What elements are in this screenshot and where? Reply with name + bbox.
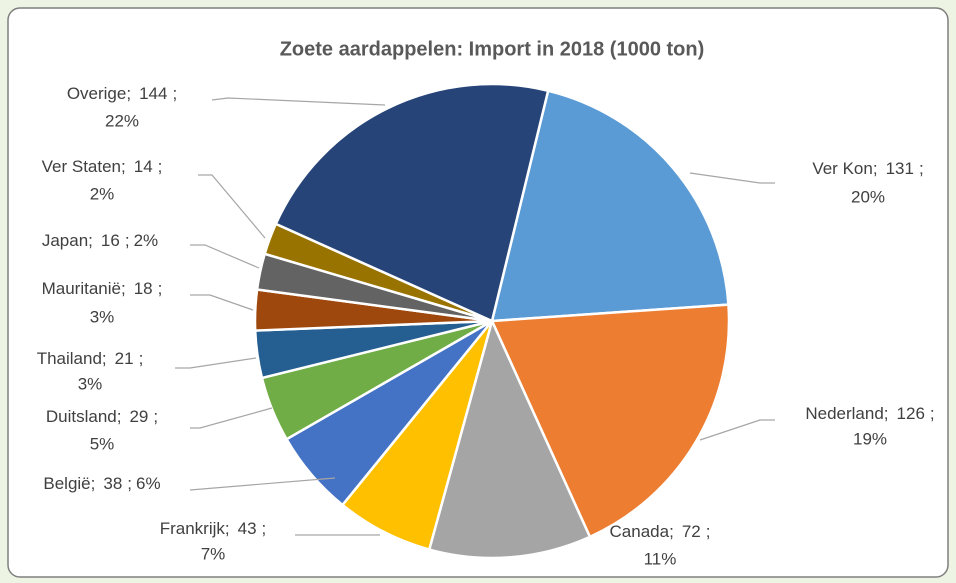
label-value: 29	[129, 407, 148, 426]
label-category: Mauritanië	[42, 279, 121, 298]
leader-line	[211, 97, 386, 106]
pie-slice	[490, 303, 731, 539]
label-separator: ;	[127, 474, 132, 493]
chart-title: Zoete aardappelen: Import in 2018 (1000 …	[280, 38, 705, 60]
label-category: Ver Staten	[42, 157, 121, 176]
label-percent: 6%	[136, 474, 161, 493]
leader-line	[198, 174, 266, 239]
data-label-percent: 19%	[853, 429, 887, 448]
data-label-percent: 3%	[90, 307, 115, 326]
data-label: Frankrijk; 43;	[160, 519, 267, 538]
label-separator: ;	[117, 407, 122, 426]
label-separator: ;	[121, 279, 126, 298]
data-label: Canada; 72;	[610, 522, 711, 541]
label-separator: ;	[158, 279, 163, 298]
data-label-percent: 20%	[851, 187, 885, 206]
label-separator: ;	[172, 84, 177, 103]
label-percent: 2%	[134, 231, 159, 250]
leader-line	[190, 407, 273, 429]
label-separator: ;	[669, 522, 674, 541]
label-separator: ;	[91, 474, 96, 493]
label-value: 72	[682, 522, 701, 541]
label-category: Canada	[610, 522, 670, 541]
label-separator: ;	[153, 407, 158, 426]
label-category: Thailand	[37, 349, 102, 368]
data-label: Nederland; 126;	[805, 404, 934, 423]
data-label-percent: 7%	[201, 544, 226, 563]
label-value: 38	[103, 474, 122, 493]
label-category: België	[43, 474, 90, 493]
label-separator: ;	[158, 157, 163, 176]
label-category: Frankrijk	[160, 519, 226, 538]
leader-line	[190, 244, 260, 269]
label-category: Duitsland	[46, 407, 117, 426]
data-label: België; 38; 6%	[43, 474, 160, 493]
data-label-percent: 3%	[78, 374, 103, 393]
data-label: Overige; 144;	[67, 84, 177, 103]
label-separator: ;	[121, 157, 126, 176]
label-separator: ;	[706, 522, 711, 541]
data-label: Ver Kon; 131;	[812, 159, 923, 178]
label-separator: ;	[102, 349, 107, 368]
label-value: 43	[238, 519, 257, 538]
label-separator: ;	[873, 159, 878, 178]
label-separator: ;	[139, 349, 144, 368]
data-label-percent: 2%	[90, 184, 115, 203]
label-value: 131	[886, 159, 914, 178]
label-separator: ;	[125, 231, 130, 250]
pie-slice	[427, 317, 592, 560]
label-category: Ver Kon	[812, 159, 873, 178]
data-label-percent: 5%	[90, 434, 115, 453]
data-label-percent: 11%	[644, 549, 677, 568]
data-label: Japan; 16; 2%	[42, 231, 158, 250]
data-label: Ver Staten; 14;	[42, 157, 163, 176]
leader-line	[689, 172, 775, 184]
label-category: Japan	[42, 231, 88, 250]
label-separator: ;	[884, 404, 889, 423]
label-value: 144	[139, 84, 167, 103]
data-label: Mauritanië; 18;	[42, 279, 163, 298]
label-separator: ;	[88, 231, 93, 250]
leader-line	[699, 419, 775, 441]
label-separator: ;	[919, 159, 924, 178]
label-separator: ;	[930, 404, 935, 423]
label-separator: ;	[262, 519, 267, 538]
leader-line	[175, 357, 257, 369]
leader-line	[189, 477, 336, 491]
data-label: Thailand; 21;	[37, 349, 144, 368]
label-separator: ;	[126, 84, 131, 103]
label-value: 126	[897, 404, 925, 423]
data-label: Duitsland; 29;	[46, 407, 158, 426]
label-category: Nederland	[805, 404, 883, 423]
data-label-percent: 22%	[105, 111, 139, 130]
label-separator: ;	[225, 519, 230, 538]
label-value: 21	[115, 349, 134, 368]
label-value: 18	[134, 279, 153, 298]
pie-slice	[274, 82, 550, 323]
pie-slice	[490, 89, 730, 323]
label-value: 14	[134, 157, 153, 176]
label-value: 16	[101, 231, 120, 250]
label-category: Overige	[67, 84, 127, 103]
leader-line	[190, 294, 254, 311]
